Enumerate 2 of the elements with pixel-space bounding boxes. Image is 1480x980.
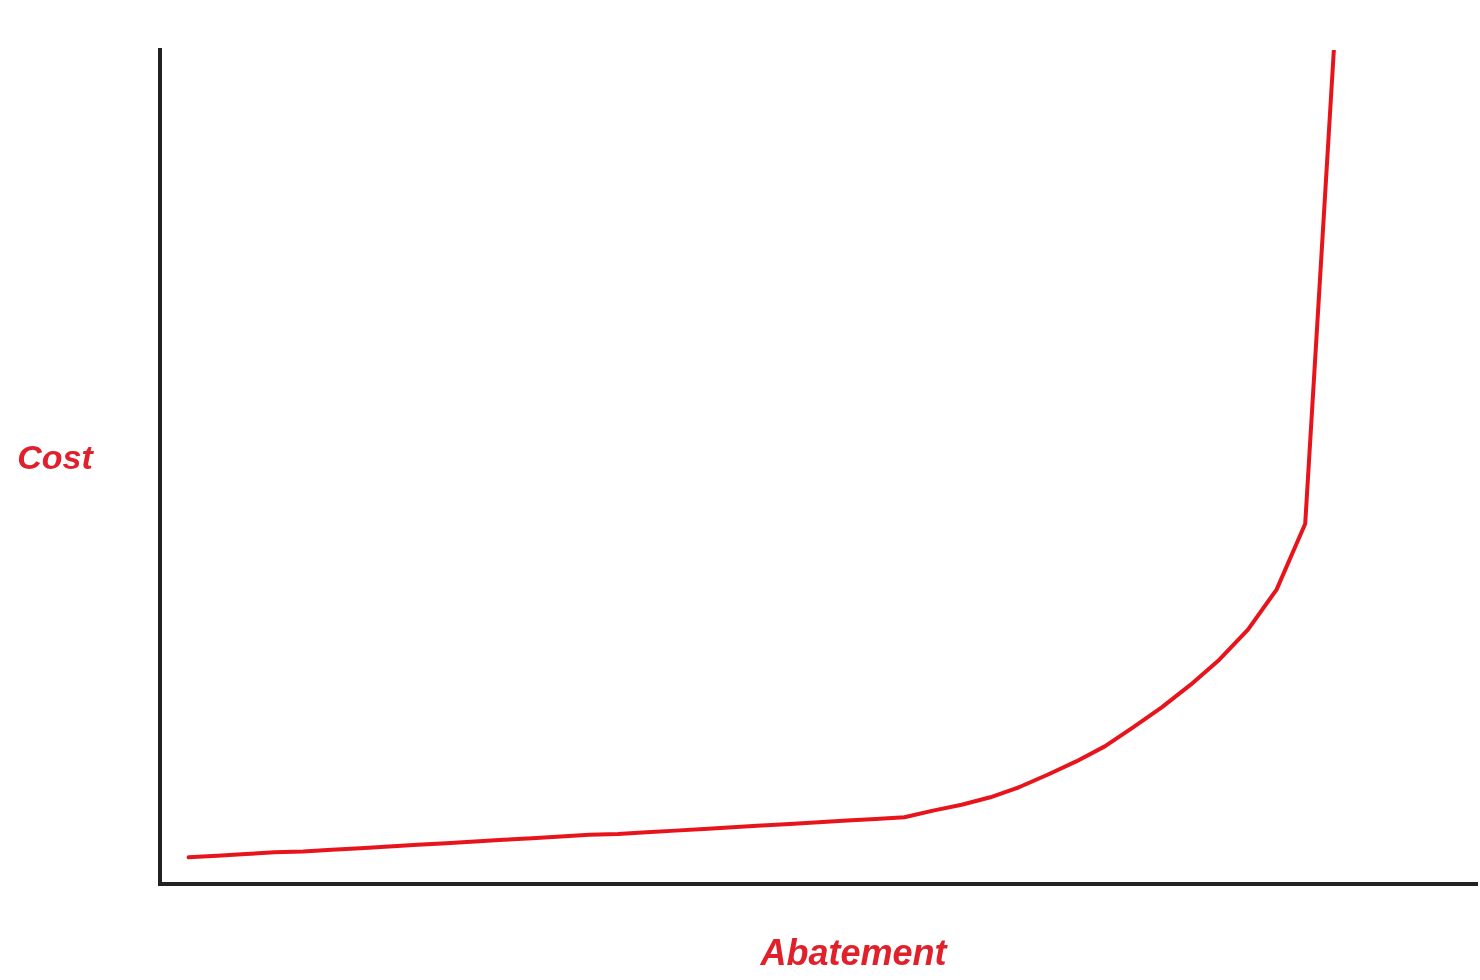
y-axis-title: Cost <box>17 438 95 477</box>
x-axis-title: Abatement <box>759 931 949 973</box>
